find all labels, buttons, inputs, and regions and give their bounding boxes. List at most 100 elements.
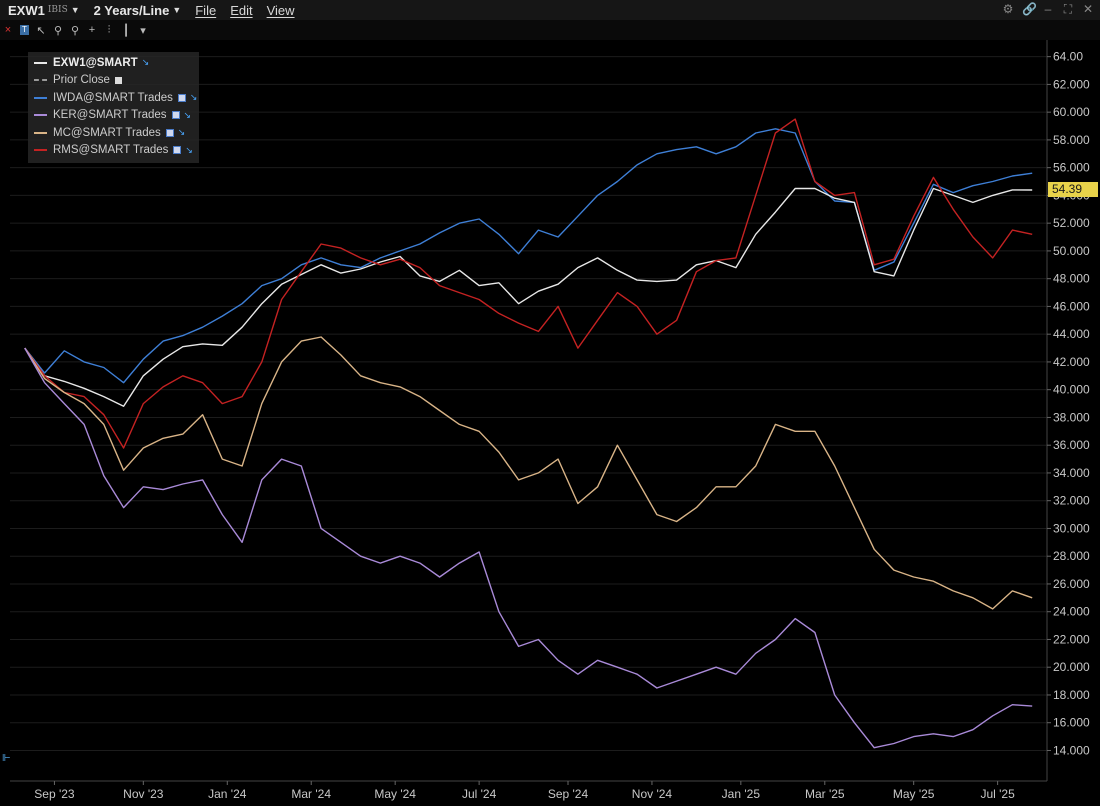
- scroll-handle-icon[interactable]: ⊩: [2, 753, 11, 764]
- visibility-checkbox[interactable]: [173, 146, 182, 155]
- period-label: 2 Years/Line: [93, 2, 170, 18]
- y-tick-label: 50.000: [1053, 244, 1090, 258]
- y-tick-label: 20.000: [1053, 660, 1090, 674]
- x-tick-label: May '24: [374, 787, 416, 801]
- y-tick-label: 28.000: [1053, 549, 1090, 563]
- x-tick-label: Mar '25: [805, 787, 845, 801]
- y-tick-label: 56.000: [1053, 161, 1090, 175]
- y-tick-label: 44.000: [1053, 327, 1090, 341]
- legend-item[interactable]: RMS@SMART Trades ↘: [28, 142, 199, 160]
- window-title-bar: EXW1 IBIS ▼ 2 Years/Line ▼ File Edit Vie…: [0, 0, 1100, 20]
- x-tick-label: Jan '24: [208, 787, 247, 801]
- y-tick-label: 18.000: [1053, 688, 1090, 702]
- x-tick-label: Sep '23: [34, 787, 75, 801]
- y-axis-ticks: 14.000 16.000 18.000 20.000 22.000 24.000 26.0…: [1047, 50, 1090, 757]
- expand-arrow-icon[interactable]: ↘: [185, 144, 193, 155]
- menu-edit[interactable]: Edit: [230, 2, 253, 18]
- more-icon[interactable]: ▾: [140, 24, 146, 37]
- x-tick-label: Jul '25: [980, 787, 1015, 801]
- period-selector[interactable]: 2 Years/Line ▼: [94, 3, 182, 18]
- visibility-checkbox[interactable]: [177, 93, 186, 102]
- x-tick-label: May '25: [893, 787, 935, 801]
- y-tick-label: 16.000: [1053, 716, 1090, 730]
- menu-file[interactable]: File: [195, 2, 217, 18]
- series-line: [24, 187, 1033, 407]
- window-controls: ⚙ 🔗 – ⛶ ✕: [1002, 2, 1094, 17]
- gear-icon[interactable]: ⚙: [1002, 2, 1014, 16]
- legend-label: IWDA@SMART Trades: [53, 91, 173, 104]
- exchange-label: IBIS: [47, 5, 68, 15]
- legend-item[interactable]: Prior Close: [28, 72, 199, 90]
- y-tick-label: 34.000: [1053, 466, 1090, 480]
- series-line: [24, 347, 1033, 749]
- draw-line-icon[interactable]: ↖: [36, 24, 46, 37]
- crosshair-icon[interactable]: +: [88, 24, 96, 36]
- menu-view[interactable]: View: [266, 2, 295, 18]
- candle-style-icon[interactable]: ┃: [122, 24, 130, 37]
- series-line: [24, 118, 1033, 449]
- series-lines: [24, 118, 1033, 749]
- chevron-down-icon: ▼: [70, 5, 80, 15]
- zoom-in-icon[interactable]: ⚲: [53, 24, 63, 37]
- y-tick-label: 64.00: [1053, 50, 1083, 64]
- y-tick-label: 32.000: [1053, 494, 1090, 508]
- legend-label: Prior Close: [53, 74, 110, 87]
- y-tick-label: 52.000: [1053, 216, 1090, 230]
- last-price-badge: 54.39: [1048, 182, 1098, 197]
- series-line: [24, 336, 1033, 610]
- visibility-checkbox[interactable]: [171, 111, 180, 120]
- close-icon[interactable]: ×: [4, 24, 12, 36]
- x-tick-label: Jul '24: [462, 787, 497, 801]
- x-tick-label: Jan '25: [722, 787, 761, 801]
- x-axis-ticks: Sep '23 Nov '23 Jan '24 Mar '24 May '24 Jul '…: [34, 781, 1015, 801]
- legend-swatch: [34, 114, 47, 117]
- legend-label: RMS@SMART Trades: [53, 144, 169, 157]
- legend-swatch: [34, 79, 47, 82]
- chevron-down-icon: ▼: [172, 5, 182, 15]
- legend-item[interactable]: EXW1@SMART ↘: [28, 54, 199, 72]
- link-icon[interactable]: 🔗: [1022, 2, 1037, 16]
- zoom-out-icon[interactable]: ⚲: [70, 24, 80, 37]
- y-tick-label: 14.000: [1053, 743, 1090, 757]
- x-tick-label: Sep '24: [548, 787, 589, 801]
- y-tick-label: 42.000: [1053, 355, 1090, 369]
- visibility-checkbox[interactable]: [165, 128, 174, 137]
- legend-item[interactable]: KER@SMART Trades ↘: [28, 107, 199, 125]
- y-tick-label: 38.000: [1053, 410, 1090, 424]
- legend-swatch: [34, 131, 47, 134]
- expand-arrow-icon[interactable]: ↘: [141, 57, 150, 68]
- expand-arrow-icon[interactable]: ↘: [177, 127, 186, 138]
- y-tick-label: 24.000: [1053, 605, 1090, 619]
- y-tick-label: 30.000: [1053, 521, 1090, 535]
- chart-toolbar: × T ↖ ⚲ ⚲ + ⫶ ┃ ▾: [0, 20, 1100, 40]
- y-tick-label: 26.000: [1053, 577, 1090, 591]
- expand-arrow-icon[interactable]: ↘: [189, 92, 198, 103]
- legend-item[interactable]: IWDA@SMART Trades ↘: [28, 89, 199, 107]
- text-tool-icon[interactable]: T: [20, 25, 29, 35]
- price-chart[interactable]: 14.000 16.000 18.000 20.000 22.000 24.000 26.0…: [0, 40, 1100, 806]
- maximize-icon[interactable]: ⛶: [1063, 2, 1073, 16]
- legend-swatch: [34, 96, 47, 99]
- y-tick-label: 36.000: [1053, 438, 1090, 452]
- legend-label: KER@SMART Trades: [53, 109, 167, 122]
- legend-label: EXW1@SMART: [53, 56, 138, 69]
- legend-item[interactable]: MC@SMART Trades ↘: [28, 124, 199, 142]
- x-tick-label: Nov '24: [632, 787, 673, 801]
- y-tick-label: 48.000: [1053, 272, 1090, 286]
- legend-swatch: [34, 61, 47, 64]
- grid: [10, 56, 1047, 751]
- y-tick-label: 22.000: [1053, 632, 1090, 646]
- minimize-icon[interactable]: –: [1044, 2, 1052, 16]
- legend-swatch: [34, 149, 47, 152]
- x-tick-label: Mar '24: [291, 787, 331, 801]
- chart-legend: EXW1@SMART ↘ Prior Close IWDA@SMART Trades ↘…: [28, 52, 199, 163]
- x-tick-label: Nov '23: [123, 787, 164, 801]
- visibility-checkbox[interactable]: [114, 76, 122, 84]
- symbol-label: EXW1: [8, 2, 45, 18]
- y-tick-label: 46.000: [1053, 299, 1090, 313]
- bar-style-icon[interactable]: ⫶: [107, 23, 111, 36]
- close-icon[interactable]: ✕: [1082, 2, 1094, 16]
- legend-label: MC@SMART Trades: [53, 126, 161, 139]
- symbol-selector[interactable]: EXW1 IBIS ▼: [8, 3, 80, 18]
- expand-arrow-icon[interactable]: ↘: [183, 109, 192, 120]
